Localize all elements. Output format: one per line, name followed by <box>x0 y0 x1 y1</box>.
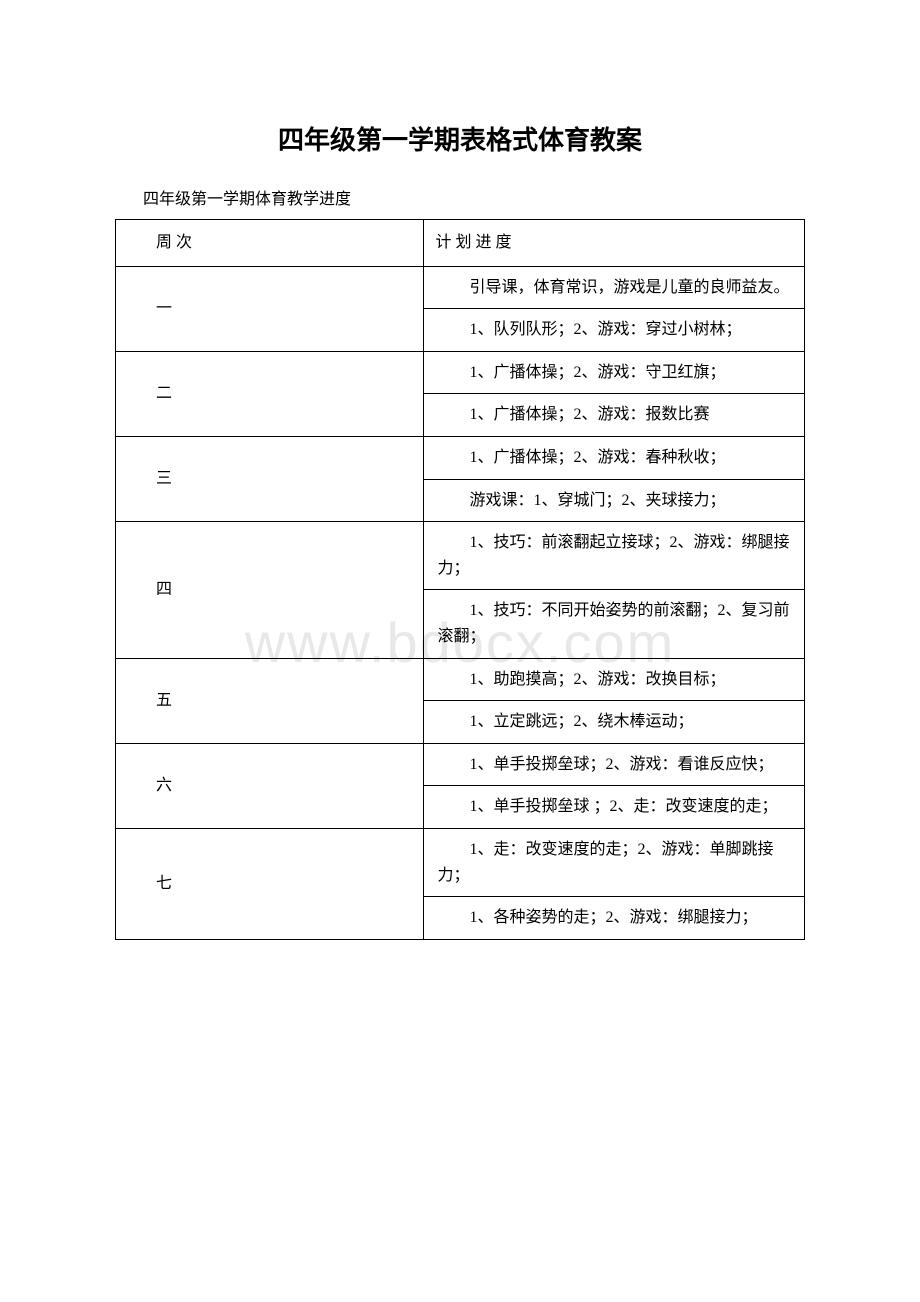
plan-cell: 1、广播体操；2、游戏：报数比赛 <box>423 394 804 437</box>
week-cell: 一 <box>116 266 424 351</box>
plan-cell: 1、助跑摸高；2、游戏：改换目标； <box>423 658 804 701</box>
table-row: 五 1、助跑摸高；2、游戏：改换目标； <box>116 658 805 701</box>
table-row: 三 1、广播体操；2、游戏：春种秋收； <box>116 436 805 479</box>
plan-cell: 1、队列队形；2、游戏：穿过小树林； <box>423 309 804 352</box>
week-cell: 四 <box>116 522 424 658</box>
table-row: 二 1、广播体操；2、游戏：守卫红旗； <box>116 351 805 394</box>
header-plan: 计 划 进 度 <box>423 220 804 267</box>
table-row: 六 1、单手投掷垒球；2、游戏：看谁反应快； <box>116 743 805 786</box>
week-cell: 六 <box>116 743 424 828</box>
plan-cell: 游戏课：1、穿城门；2、夹球接力； <box>423 479 804 522</box>
plan-cell: 1、技巧：不同开始姿势的前滚翻；2、复习前滚翻； <box>423 590 804 658</box>
table-row: 四 1、技巧：前滚翻起立接球；2、游戏：绑腿接力； <box>116 522 805 590</box>
plan-cell: 引导课，体育常识，游戏是儿童的良师益友。 <box>423 266 804 309</box>
table-row: 一 引导课，体育常识，游戏是儿童的良师益友。 <box>116 266 805 309</box>
schedule-table: 周 次 计 划 进 度 一 引导课，体育常识，游戏是儿童的良师益友。 1、队列队… <box>115 219 805 940</box>
week-cell: 三 <box>116 436 424 521</box>
page-subtitle: 四年级第一学期体育教学进度 <box>115 185 805 209</box>
table-header-row: 周 次 计 划 进 度 <box>116 220 805 267</box>
plan-cell: 1、单手投掷垒球；2、游戏：看谁反应快； <box>423 743 804 786</box>
plan-cell: 1、各种姿势的走；2、游戏：绑腿接力； <box>423 897 804 940</box>
plan-cell: 1、广播体操；2、游戏：守卫红旗； <box>423 351 804 394</box>
header-week: 周 次 <box>116 220 424 267</box>
week-cell: 七 <box>116 828 424 939</box>
week-cell: 二 <box>116 351 424 436</box>
page-title: 四年级第一学期表格式体育教案 <box>115 120 805 157</box>
plan-cell: 1、单手投掷垒球 ；2、走：改变速度的走； <box>423 786 804 829</box>
plan-cell: 1、广播体操；2、游戏：春种秋收； <box>423 436 804 479</box>
plan-cell: 1、技巧：前滚翻起立接球；2、游戏：绑腿接力； <box>423 522 804 590</box>
table-row: 七 1、走：改变速度的走；2、游戏：单脚跳接力； <box>116 828 805 896</box>
plan-cell: 1、立定跳远；2、绕木棒运动； <box>423 701 804 744</box>
week-cell: 五 <box>116 658 424 743</box>
plan-cell: 1、走：改变速度的走；2、游戏：单脚跳接力； <box>423 828 804 896</box>
